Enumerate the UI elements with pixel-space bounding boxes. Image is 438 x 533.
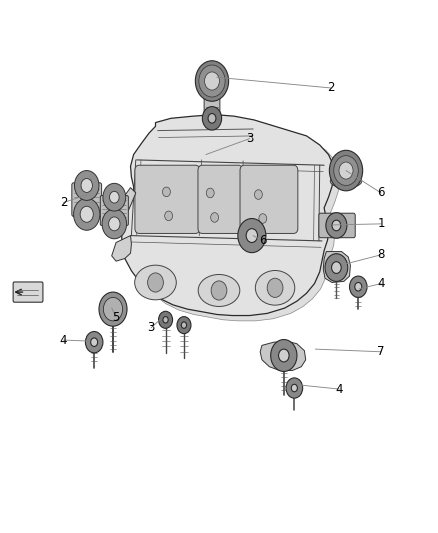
Circle shape (350, 276, 367, 297)
Circle shape (205, 72, 219, 90)
FancyBboxPatch shape (100, 196, 128, 225)
Circle shape (148, 273, 163, 292)
Text: 4: 4 (60, 334, 67, 346)
Text: 6: 6 (259, 235, 267, 247)
Circle shape (177, 317, 191, 334)
Circle shape (202, 107, 222, 130)
Circle shape (254, 190, 262, 199)
Circle shape (326, 213, 347, 238)
FancyBboxPatch shape (198, 165, 243, 233)
Circle shape (205, 72, 219, 90)
Circle shape (267, 278, 283, 297)
Circle shape (286, 378, 303, 398)
Circle shape (99, 292, 127, 326)
Circle shape (208, 114, 216, 123)
Circle shape (332, 262, 341, 273)
FancyBboxPatch shape (319, 213, 355, 238)
Circle shape (109, 217, 120, 231)
Circle shape (334, 156, 358, 185)
Text: 1: 1 (377, 217, 385, 230)
Polygon shape (122, 115, 334, 316)
Circle shape (80, 206, 93, 222)
Circle shape (195, 61, 229, 101)
Circle shape (81, 179, 92, 192)
Circle shape (102, 209, 127, 239)
Circle shape (355, 282, 362, 291)
Polygon shape (260, 341, 306, 370)
Circle shape (238, 219, 266, 253)
Circle shape (103, 183, 126, 211)
Ellipse shape (198, 274, 240, 306)
Circle shape (74, 171, 99, 200)
Circle shape (339, 162, 353, 179)
Circle shape (103, 297, 123, 321)
Text: 3: 3 (246, 132, 253, 145)
Circle shape (74, 198, 100, 230)
Circle shape (199, 65, 225, 97)
Circle shape (91, 338, 98, 346)
FancyBboxPatch shape (72, 183, 102, 216)
Circle shape (279, 349, 289, 362)
Text: 6: 6 (377, 187, 385, 199)
Text: 4: 4 (336, 383, 343, 395)
Text: 2: 2 (60, 196, 67, 209)
Circle shape (332, 220, 341, 231)
Polygon shape (112, 236, 131, 261)
Circle shape (329, 150, 363, 191)
Polygon shape (114, 188, 136, 225)
Circle shape (110, 191, 119, 203)
Circle shape (325, 254, 348, 281)
FancyBboxPatch shape (13, 282, 43, 302)
Circle shape (165, 211, 173, 221)
Ellipse shape (255, 271, 295, 305)
Text: 8: 8 (378, 248, 385, 261)
FancyBboxPatch shape (240, 165, 298, 233)
Text: 5: 5 (113, 311, 120, 324)
Circle shape (85, 332, 103, 353)
Circle shape (246, 229, 258, 243)
Polygon shape (128, 120, 340, 321)
FancyBboxPatch shape (135, 165, 200, 233)
Ellipse shape (134, 265, 176, 300)
Circle shape (339, 162, 353, 179)
Text: 7: 7 (377, 345, 385, 358)
Circle shape (181, 322, 187, 328)
Polygon shape (323, 252, 350, 282)
Circle shape (259, 214, 267, 223)
Circle shape (291, 384, 297, 392)
Circle shape (271, 340, 297, 372)
Text: 3: 3 (148, 321, 155, 334)
Circle shape (211, 281, 227, 300)
FancyBboxPatch shape (204, 90, 220, 125)
Circle shape (211, 213, 219, 222)
Circle shape (206, 188, 214, 198)
Text: 4: 4 (377, 277, 385, 290)
Circle shape (109, 304, 117, 314)
Ellipse shape (330, 174, 362, 188)
Circle shape (162, 187, 170, 197)
Circle shape (163, 317, 168, 323)
Circle shape (159, 311, 173, 328)
Text: 2: 2 (327, 82, 335, 94)
